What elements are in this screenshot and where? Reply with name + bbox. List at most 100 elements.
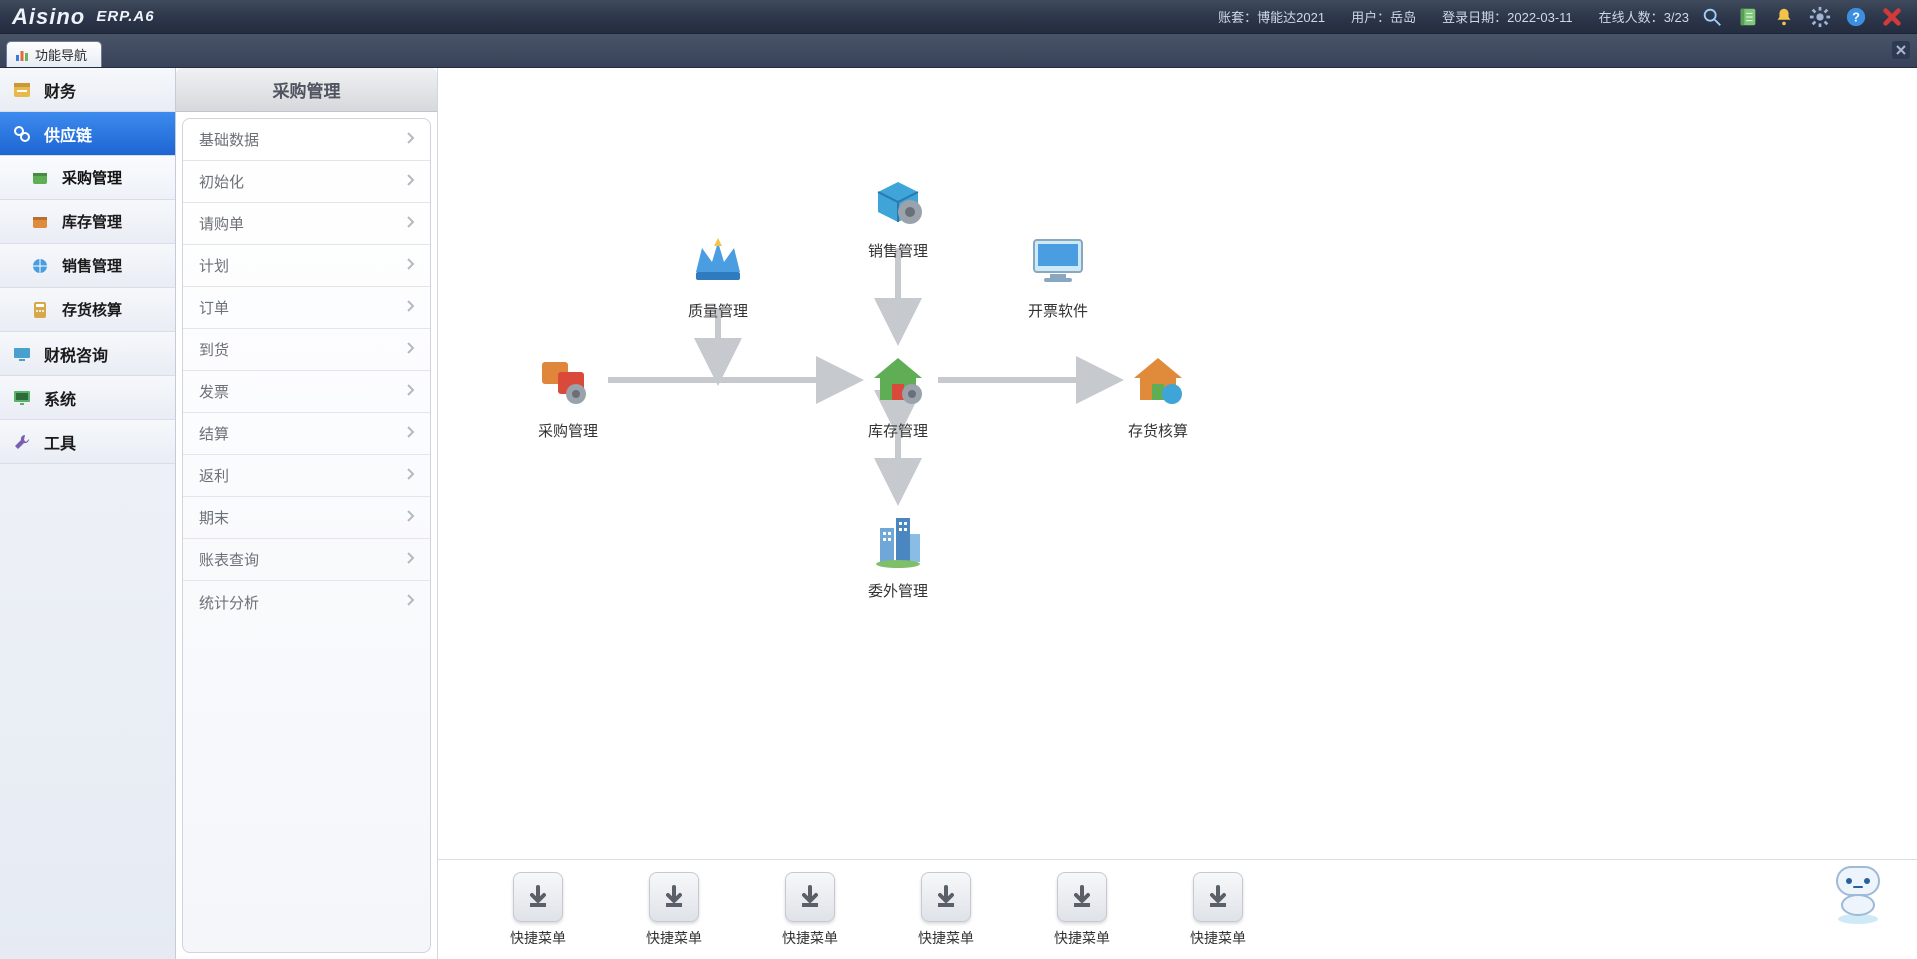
download-arrow-icon [513, 872, 563, 922]
nav1-item-purchase[interactable]: 采购管理 [0, 156, 175, 200]
nav2-item-8[interactable]: 返利 [183, 455, 430, 497]
quick-menu-3[interactable]: 快捷菜单 [910, 872, 982, 948]
wrench-icon [12, 432, 32, 452]
box-gear-icon [866, 168, 930, 232]
nav2-item-11[interactable]: 统计分析 [183, 581, 430, 623]
nav2-item-1[interactable]: 初始化 [183, 161, 430, 203]
box-orange-icon [30, 212, 50, 232]
box-green-icon [30, 168, 50, 188]
nav2-item-label: 初始化 [199, 171, 244, 192]
quick-menu-label: 快捷菜单 [646, 928, 702, 948]
monitor-wide-icon [1026, 228, 1090, 292]
nav1-item-label: 财税咨询 [44, 342, 108, 366]
account-set: 账套：博能达2021 [1218, 7, 1325, 26]
download-arrow-icon [1057, 872, 1107, 922]
nav2-item-label: 基础数据 [199, 129, 259, 150]
nav1-item-sales[interactable]: 销售管理 [0, 244, 175, 288]
brand-name: Aisino [12, 4, 85, 30]
flow-node-purchase[interactable]: 采购管理 [508, 348, 628, 441]
chevron-right-icon [406, 383, 416, 401]
main-area: 财务供应链采购管理库存管理销售管理存货核算财税咨询系统工具 采购管理 基础数据初… [0, 68, 1917, 959]
nav1-item-stock-cost[interactable]: 存货核算 [0, 288, 175, 332]
quick-menu-0[interactable]: 快捷菜单 [502, 872, 574, 948]
gear-icon[interactable] [1809, 6, 1831, 28]
quick-menu-label: 快捷菜单 [510, 928, 566, 948]
crown-blue-icon [686, 228, 750, 292]
quick-menu-1[interactable]: 快捷菜单 [638, 872, 710, 948]
nav1-item-tax[interactable]: 财税咨询 [0, 332, 175, 376]
nav1-item-supply[interactable]: 供应链 [0, 112, 175, 156]
close-all-tabs-icon[interactable] [1889, 38, 1913, 62]
flow-node-invoice[interactable]: 开票软件 [998, 228, 1118, 321]
nav2-item-3[interactable]: 计划 [183, 245, 430, 287]
nav1-item-inventory[interactable]: 库存管理 [0, 200, 175, 244]
barchart-icon [15, 48, 29, 62]
brand-logo: Aisino ERP.A6 [0, 0, 260, 34]
flow-node-label: 库存管理 [868, 420, 928, 441]
nav2-item-label: 订单 [199, 297, 229, 318]
quick-menu-2[interactable]: 快捷菜单 [774, 872, 846, 948]
nav1-item-label: 销售管理 [62, 255, 122, 276]
chevron-right-icon [406, 299, 416, 317]
notes-icon[interactable] [1737, 6, 1759, 28]
nav1-item-tools[interactable]: 工具 [0, 420, 175, 464]
nav2-item-6[interactable]: 发票 [183, 371, 430, 413]
chevron-right-icon [406, 425, 416, 443]
close-icon[interactable] [1881, 6, 1903, 28]
flow-node-label: 委外管理 [868, 580, 928, 601]
nav1-item-system[interactable]: 系统 [0, 376, 175, 420]
login-date: 登录日期：2022-03-11 [1442, 7, 1573, 26]
secondary-nav: 采购管理 基础数据初始化请购单计划订单到货发票结算返利期末账表查询统计分析 [176, 68, 438, 959]
flow-node-outsource[interactable]: 委外管理 [838, 508, 958, 601]
download-arrow-icon [1193, 872, 1243, 922]
quick-menu-4[interactable]: 快捷菜单 [1046, 872, 1118, 948]
nav2-item-9[interactable]: 期末 [183, 497, 430, 539]
quick-menu-5[interactable]: 快捷菜单 [1182, 872, 1254, 948]
flow-node-label: 质量管理 [688, 300, 748, 321]
calc-icon [30, 300, 50, 320]
nav2-item-0[interactable]: 基础数据 [183, 119, 430, 161]
top-bar: Aisino ERP.A6 账套：博能达2021 用户：岳岛 登录日期：2022… [0, 0, 1917, 34]
search-icon[interactable] [1701, 6, 1723, 28]
download-arrow-icon [649, 872, 699, 922]
chevron-right-icon [406, 509, 416, 527]
download-arrow-icon [921, 872, 971, 922]
nav2-item-label: 账表查询 [199, 549, 259, 570]
flow-node-inventory[interactable]: 库存管理 [838, 348, 958, 441]
link-icon [12, 124, 32, 144]
nav1-item-label: 财务 [44, 78, 76, 102]
nav2-item-label: 期末 [199, 507, 229, 528]
top-toolbar: ? [1701, 6, 1903, 28]
flow-arrows [438, 68, 1917, 859]
quick-menu-label: 快捷菜单 [1190, 928, 1246, 948]
assistant-avatar[interactable] [1823, 857, 1893, 927]
nav2-item-10[interactable]: 账表查询 [183, 539, 430, 581]
tab-function-nav[interactable]: 功能导航 [6, 41, 102, 67]
nav2-item-2[interactable]: 请购单 [183, 203, 430, 245]
chevron-right-icon [406, 551, 416, 569]
bell-icon[interactable] [1773, 6, 1795, 28]
screen-icon [12, 344, 32, 364]
nav1-item-finance[interactable]: 财务 [0, 68, 175, 112]
flow-diagram: 采购管理 质量管理 销售管理库存管理 开票软件存货核算委外管理 [438, 68, 1917, 859]
chevron-right-icon [406, 215, 416, 233]
tab-strip: 功能导航 [0, 34, 1917, 68]
chevron-right-icon [406, 467, 416, 485]
nav2-item-7[interactable]: 结算 [183, 413, 430, 455]
flow-node-sales[interactable]: 销售管理 [838, 168, 958, 261]
workflow-canvas: 采购管理质量管理销售管理库存管理开票软件存货核算委外管理 快捷菜单快捷菜单快捷菜… [438, 68, 1917, 959]
nav1-item-label: 存货核算 [62, 299, 122, 320]
nav2-item-4[interactable]: 订单 [183, 287, 430, 329]
quick-menu-label: 快捷菜单 [1054, 928, 1110, 948]
chevron-right-icon [406, 593, 416, 611]
nav2-item-label: 到货 [199, 339, 229, 360]
flow-node-quality[interactable]: 质量管理 [658, 228, 778, 321]
help-icon[interactable]: ? [1845, 6, 1867, 28]
flow-node-stockcost[interactable]: 存货核算 [1098, 348, 1218, 441]
monitor-icon [12, 388, 32, 408]
nav2-item-5[interactable]: 到货 [183, 329, 430, 371]
user: 用户：岳岛 [1351, 7, 1416, 26]
nav1-item-label: 库存管理 [62, 211, 122, 232]
chevron-right-icon [406, 257, 416, 275]
buildings-icon [866, 508, 930, 572]
